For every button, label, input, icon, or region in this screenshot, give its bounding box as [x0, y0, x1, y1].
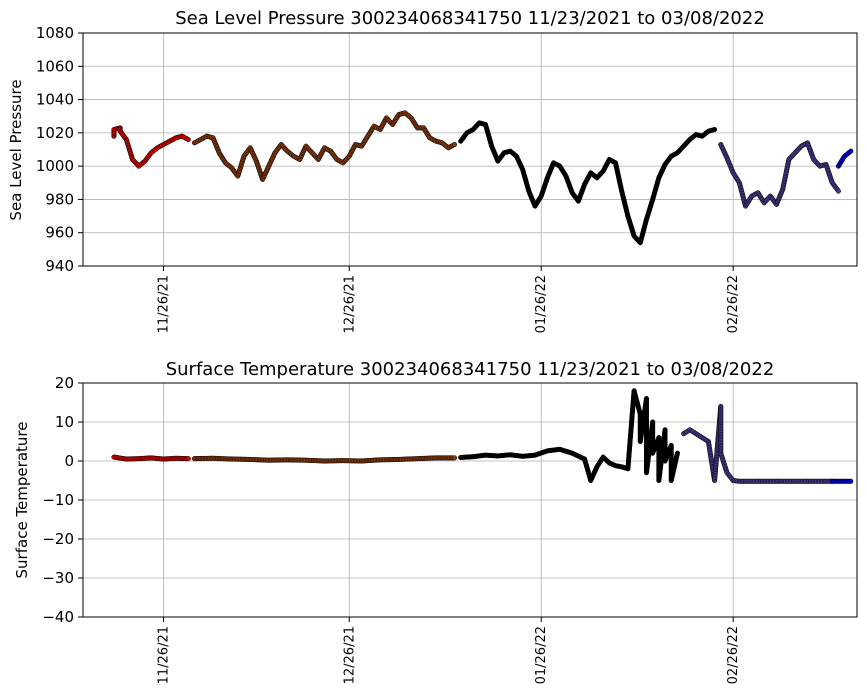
y-axis-label: Sea Level Pressure [7, 79, 25, 220]
y-ticks: −40 −30 −20 −10 0 10 20 [42, 374, 83, 626]
y-tick-label: 1020 [36, 124, 74, 142]
x-tick-label: 11/26/21 [156, 275, 171, 333]
data-point [674, 450, 680, 456]
data-point [451, 141, 458, 148]
data-point [185, 456, 191, 462]
y-ticks: 940 960 980 1000 1020 1040 1060 1080 [36, 24, 83, 275]
data-point [848, 478, 854, 484]
chart-title: Surface Temperature 300234068341750 11/2… [166, 359, 775, 380]
y-tick-label: 1000 [36, 157, 74, 175]
y-tick-label: −20 [42, 530, 74, 548]
y-tick-label: 20 [55, 374, 74, 392]
grid [83, 32, 857, 267]
x-tick-label: 02/26/22 [726, 275, 741, 333]
data-point [185, 136, 191, 143]
x-tick-label: 12/26/21 [342, 626, 357, 684]
y-axis-label: Surface Temperature [13, 422, 31, 579]
data-point [712, 126, 718, 133]
data-point [835, 188, 841, 194]
x-ticks: 11/26/21 12/26/21 01/26/22 02/26/22 [156, 617, 741, 684]
y-tick-label: −30 [42, 569, 74, 587]
x-tick-label: 01/26/22 [534, 626, 549, 684]
grid [83, 382, 857, 618]
y-tick-label: 1060 [36, 57, 74, 75]
x-ticks: 11/26/21 12/26/21 01/26/22 02/26/22 [156, 266, 741, 333]
data-points [111, 388, 854, 484]
x-tick-label: 01/26/22 [534, 275, 549, 333]
surface-temperature-chart: Surface Temperature 300234068341750 11/2… [13, 359, 858, 684]
data-point [451, 455, 458, 461]
plot-frame [82, 32, 858, 267]
x-tick-label: 02/26/22 [726, 626, 741, 684]
y-tick-label: −10 [42, 491, 74, 509]
data-points [111, 110, 854, 246]
y-tick-label: 0 [64, 452, 74, 470]
y-tick-label: 960 [45, 224, 74, 242]
x-tick-label: 12/26/21 [342, 275, 357, 333]
y-tick-label: 980 [45, 190, 74, 208]
data-point [848, 148, 854, 154]
y-tick-label: −40 [42, 608, 74, 626]
y-tick-label: 10 [55, 413, 74, 431]
x-tick-label: 11/26/21 [156, 626, 171, 684]
y-tick-label: 1080 [36, 24, 74, 42]
chart-title: Sea Level Pressure 300234068341750 11/23… [175, 8, 765, 29]
sea-level-pressure-chart: Sea Level Pressure 300234068341750 11/23… [7, 8, 858, 333]
y-tick-label: 940 [45, 257, 74, 275]
y-tick-label: 1040 [36, 91, 74, 109]
